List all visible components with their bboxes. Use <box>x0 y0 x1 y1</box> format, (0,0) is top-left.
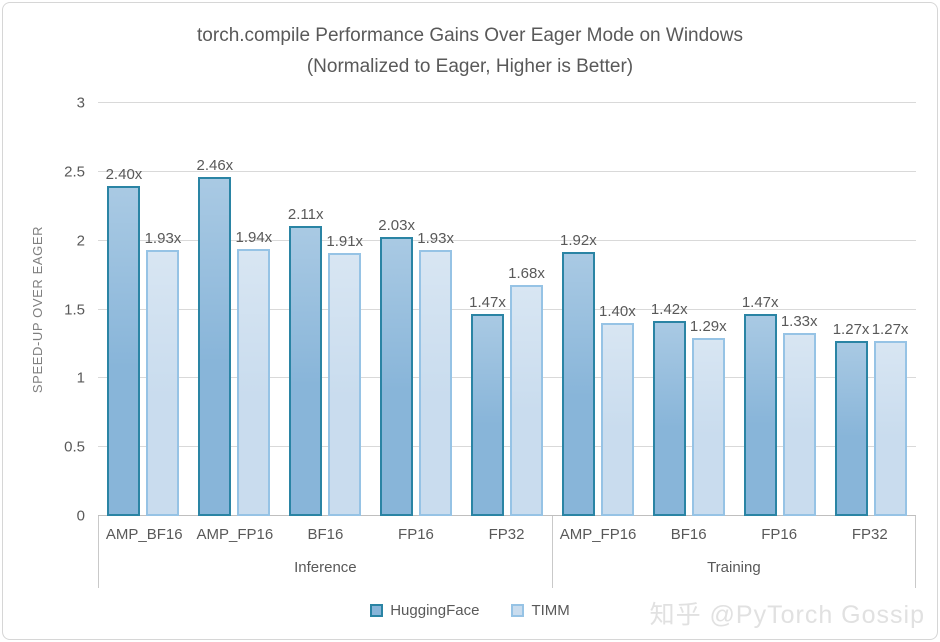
bar-timm-bf16: 1.91x <box>326 233 363 516</box>
chart-title: torch.compile Performance Gains Over Eag… <box>3 20 937 82</box>
category-label-bf16: BF16 <box>670 526 707 543</box>
category-label-fp32: FP32 <box>488 526 525 543</box>
bar-group-amp_fp16: 2.46x 1.94x <box>189 103 280 516</box>
bar-group-bf16: 2.11x 1.91x <box>280 103 371 516</box>
bar-value-label: 2.40x <box>105 165 143 183</box>
gridline <box>98 377 916 379</box>
huggingface-legend-label: HuggingFace <box>390 602 480 619</box>
bar-group-fp32: 1.47x 1.68x <box>462 103 553 516</box>
legend-item-huggingface: HuggingFace <box>370 602 479 619</box>
bar-value-label: 1.42x <box>650 300 688 318</box>
category-axis: AMP_BF16 AMP_FP16 BF16 FP16 FP32 Inference AMP… <box>98 516 916 588</box>
bar-timm-amp_fp16: 1.94x <box>235 229 272 516</box>
x-axis-line <box>98 515 916 516</box>
y-tick-label: 1 <box>76 369 85 387</box>
bar-huggingface-fp32: 1.27x <box>833 321 869 516</box>
bar-timm-fp32: 1.68x <box>508 265 545 516</box>
bar-value-label: 1.92x <box>560 231 597 249</box>
bar-group-fp16: 2.03x 1.93x <box>371 103 462 516</box>
bar-timm-fp16: 1.33x <box>781 313 818 516</box>
axis-section-training: AMP_FP16 BF16 FP16 FP32 Training <box>553 516 916 588</box>
timm-legend-label: TIMM <box>531 602 570 619</box>
y-tick-label: 3 <box>76 94 85 112</box>
axis-section-inference: AMP_BF16 AMP_FP16 BF16 FP16 FP32 Inference <box>98 516 553 588</box>
bar-group-fp32: 1.27x 1.27x <box>825 103 916 516</box>
y-axis-ticks: 0 0.5 1 1.5 2 2.5 3 <box>3 95 85 525</box>
category-label-fp32: FP32 <box>851 526 888 543</box>
category-label-amp_bf16: AMP_BF16 <box>105 526 183 543</box>
bars-layer: 2.40x 1.93x 2.46x 1.94x 2.11x 1.91x 2.03x 1.93x… <box>98 103 916 516</box>
bar-timm-fp16: 1.93x <box>417 230 454 516</box>
bar-value-label: 1.40x <box>599 303 636 321</box>
category-label-amp_fp16: AMP_FP16 <box>196 526 274 543</box>
gridline <box>98 170 916 172</box>
y-tick-label: 0.5 <box>64 438 85 456</box>
category-label-row: AMP_FP16 BF16 FP16 FP32 <box>553 516 915 552</box>
bar-group-fp16: 1.47x 1.33x <box>734 103 825 516</box>
chart-title-line1: torch.compile Performance Gains Over Eag… <box>197 25 743 46</box>
bar-group-amp_bf16: 2.40x 1.93x <box>98 103 189 516</box>
legend-item-timm: TIMM <box>511 602 570 619</box>
bar-value-label: 1.47x <box>741 293 779 311</box>
bar-timm-amp_fp16: 1.40x <box>599 303 636 516</box>
bar-value-label: 1.68x <box>508 264 545 282</box>
bar-huggingface-fp16: 2.03x <box>378 217 415 516</box>
y-tick-label: 2 <box>76 232 85 250</box>
bar-value-label: 2.46x <box>196 157 234 175</box>
watermark: 知乎 @PyTorch Gossip <box>649 601 925 629</box>
bar-huggingface-bf16: 1.42x <box>651 301 688 516</box>
gridline <box>98 308 916 310</box>
chart-title-line2: (Normalized to Eager, Higher is Better) <box>306 56 634 77</box>
bar-huggingface-amp_bf16: 2.40x <box>106 166 142 516</box>
bar-group-bf16: 1.42x 1.29x <box>643 103 734 516</box>
y-tick-label: 1.5 <box>64 301 85 318</box>
section-label-training: Training <box>707 559 761 576</box>
timm-legend-swatch <box>511 604 525 617</box>
category-label-fp16: FP16 <box>761 526 798 543</box>
legend: HuggingFace TIMM <box>3 602 937 619</box>
bar-timm-fp32: 1.27x <box>872 321 908 516</box>
bar-huggingface-amp_fp16: 1.92x <box>560 232 597 516</box>
bar-group-amp_fp16: 1.92x 1.40x <box>552 103 643 516</box>
bar-value-label: 1.29x <box>689 318 727 336</box>
huggingface-legend-swatch <box>370 604 384 617</box>
y-tick-label: 2.5 <box>64 163 85 181</box>
section-label-inference: Inference <box>294 559 357 576</box>
bar-value-label: 1.91x <box>326 233 364 251</box>
bar-huggingface-fp32: 1.47x <box>469 294 506 516</box>
bar-huggingface-amp_fp16: 2.46x <box>196 157 233 516</box>
gridline <box>98 239 916 241</box>
bar-timm-bf16: 1.29x <box>690 318 727 516</box>
bar-value-label: 1.47x <box>469 293 506 311</box>
bar-value-label: 1.27x <box>871 321 909 339</box>
category-label-amp_fp16: AMP_FP16 <box>559 526 637 543</box>
category-label-row: AMP_BF16 AMP_FP16 BF16 FP16 FP32 <box>99 516 552 552</box>
category-label-bf16: BF16 <box>307 526 344 543</box>
gridline <box>98 446 916 448</box>
bar-value-label: 1.33x <box>780 312 818 330</box>
bar-value-label: 1.27x <box>832 321 870 339</box>
gridline <box>98 102 916 103</box>
bar-timm-amp_bf16: 1.93x <box>145 230 181 516</box>
bar-huggingface-bf16: 2.11x <box>288 206 324 516</box>
bar-huggingface-fp16: 1.47x <box>742 294 779 516</box>
y-tick-label: 0 <box>76 507 85 525</box>
category-label-fp16: FP16 <box>398 526 434 543</box>
bar-value-label: 1.93x <box>144 230 182 248</box>
bar-value-label: 1.93x <box>417 230 454 248</box>
plot-area: 2.40x 1.93x 2.46x 1.94x 2.11x 1.91x 2.03x 1.93x… <box>98 102 916 516</box>
bar-value-label: 2.11x <box>287 205 324 223</box>
bar-value-label: 2.03x <box>378 216 415 234</box>
bar-value-label: 1.94x <box>235 228 273 246</box>
